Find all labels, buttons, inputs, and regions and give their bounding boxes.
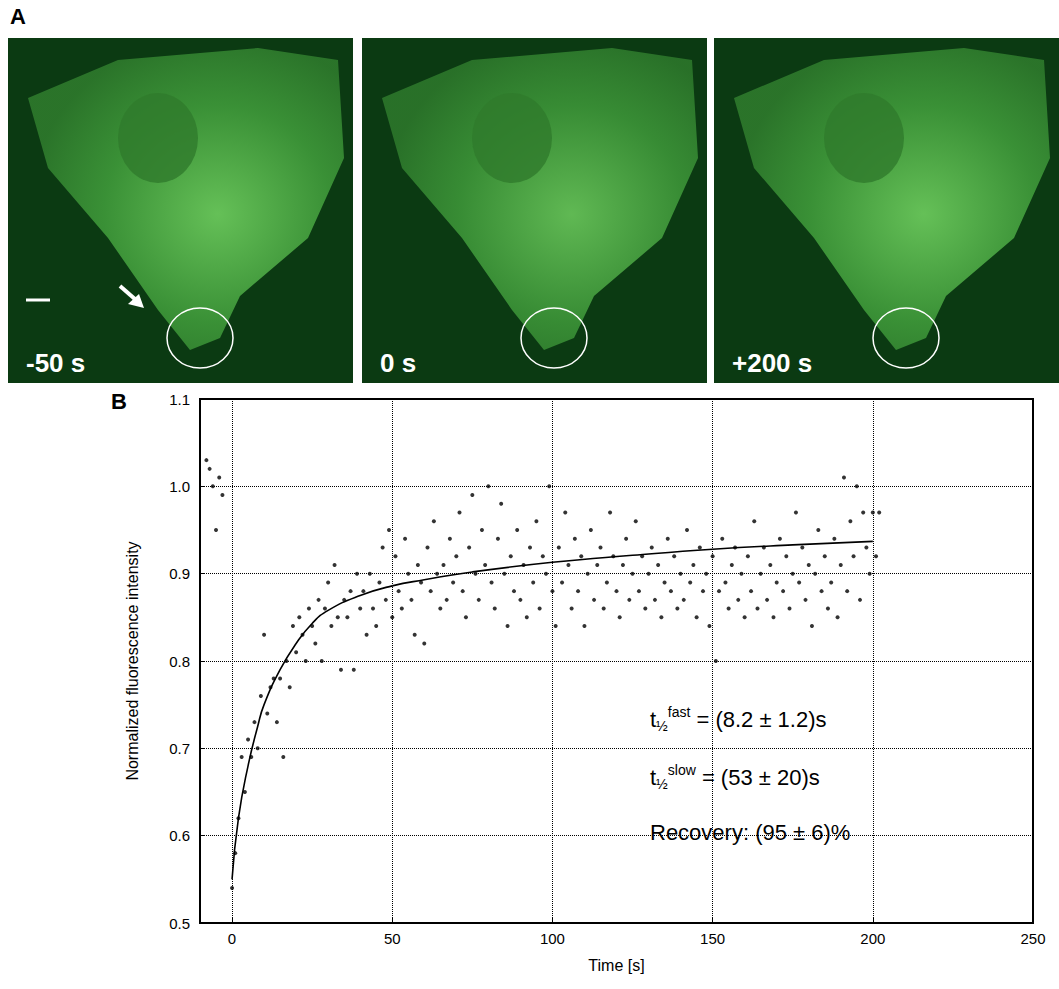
svg-text:t: t bbox=[650, 764, 657, 790]
svg-text:0 s: 0 s bbox=[380, 348, 416, 378]
svg-text:-50 s: -50 s bbox=[26, 348, 85, 378]
svg-text:0.8: 0.8 bbox=[169, 653, 190, 670]
svg-text:+200 s: +200 s bbox=[732, 348, 812, 378]
svg-text:0.7: 0.7 bbox=[169, 740, 190, 757]
svg-text:Time [s]: Time [s] bbox=[588, 957, 644, 974]
svg-text:0.6: 0.6 bbox=[169, 827, 190, 844]
svg-text:A: A bbox=[10, 4, 26, 29]
svg-text:250: 250 bbox=[1020, 930, 1045, 947]
svg-text:t: t bbox=[650, 706, 657, 732]
svg-text:Recovery: (95 ± 6)%: Recovery: (95 ± 6)% bbox=[650, 820, 850, 845]
svg-text:Normalized fluorescence intens: Normalized fluorescence intensity bbox=[124, 541, 141, 780]
svg-text:50: 50 bbox=[384, 930, 401, 947]
svg-text:1.0: 1.0 bbox=[169, 478, 190, 495]
svg-text:0.9: 0.9 bbox=[169, 565, 190, 582]
svg-text:fast: fast bbox=[668, 704, 691, 720]
svg-text:1.1: 1.1 bbox=[169, 391, 190, 408]
svg-text:= (53 ± 20)s: = (53 ± 20)s bbox=[696, 765, 820, 790]
svg-text:slow: slow bbox=[668, 762, 697, 778]
svg-text:B: B bbox=[111, 389, 127, 414]
svg-text:0: 0 bbox=[228, 930, 236, 947]
svg-text:0.5: 0.5 bbox=[169, 915, 190, 932]
svg-text:½: ½ bbox=[656, 776, 668, 792]
svg-text:100: 100 bbox=[540, 930, 565, 947]
svg-text:½: ½ bbox=[656, 718, 668, 734]
svg-text:150: 150 bbox=[700, 930, 725, 947]
svg-text:= (8.2 ± 1.2)s: = (8.2 ± 1.2)s bbox=[690, 707, 826, 732]
svg-text:200: 200 bbox=[860, 930, 885, 947]
